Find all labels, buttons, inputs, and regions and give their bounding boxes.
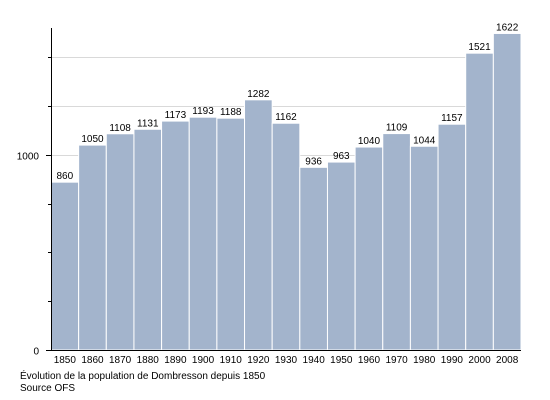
bar-1880 (133, 128, 163, 351)
value-label-1850: 860 (56, 171, 73, 182)
bar-1890 (161, 120, 190, 351)
y-tick-label-1000: 1000 (17, 152, 40, 163)
x-tick-label-1900: 1900 (192, 355, 215, 366)
labels: 860 1850 1050 1860 1108 1870 1131 1880 1173 1890 1… (17, 22, 519, 366)
value-label-1910: 1188 (220, 107, 242, 118)
x-tick-label-1960: 1960 (358, 355, 381, 366)
bar-1950 (326, 161, 356, 351)
bar-1960 (354, 146, 384, 351)
bar-1910 (216, 117, 246, 351)
bar-1920 (244, 99, 273, 351)
value-label-1900: 1193 (192, 106, 214, 117)
bar-2008 (492, 32, 522, 351)
chart-caption: Évolution de la population de Dombresson… (20, 371, 265, 395)
x-tick-label-1880: 1880 (137, 355, 160, 366)
value-label-1970: 1109 (386, 123, 408, 134)
x-tick-label-1910: 1910 (220, 355, 243, 366)
bar-1970 (382, 133, 411, 351)
x-tick-label-2000: 2000 (468, 355, 491, 366)
caption-title: Évolution de la population de Dombresson… (20, 371, 266, 382)
y-tick-label-0: 0 (33, 347, 39, 358)
value-label-1950: 963 (333, 151, 350, 162)
x-tick-label-1970: 1970 (385, 355, 408, 366)
value-label-2008: 1622 (496, 22, 519, 33)
value-label-1940: 936 (305, 156, 322, 167)
x-tick-label-1950: 1950 (330, 355, 353, 366)
value-label-1890: 1173 (165, 110, 187, 121)
x-tick-label-1930: 1930 (275, 355, 298, 366)
bar-2000 (465, 52, 494, 351)
value-label-1880: 1131 (137, 118, 159, 129)
value-label-1980: 1044 (413, 135, 436, 146)
bar-1870 (105, 133, 135, 351)
value-label-1930: 1162 (275, 112, 297, 123)
bar-1900 (188, 116, 218, 351)
bar-1990 (437, 123, 467, 351)
value-label-1990: 1157 (441, 113, 463, 124)
x-tick-label-1940: 1940 (303, 355, 326, 366)
value-label-1920: 1282 (247, 89, 270, 100)
x-tick-label-1990: 1990 (441, 355, 464, 366)
value-label-2000: 1521 (468, 42, 491, 53)
caption-source: Source OFS (20, 383, 76, 394)
value-label-1860: 1050 (81, 134, 104, 145)
bar-1930 (271, 122, 301, 351)
x-tick-label-1870: 1870 (109, 355, 132, 366)
x-tick-label-2008: 2008 (496, 355, 519, 366)
axes (46, 28, 521, 351)
x-tick-label-1860: 1860 (81, 355, 104, 366)
value-label-1960: 1040 (358, 136, 381, 147)
bars (50, 32, 522, 351)
bar-1940 (299, 166, 328, 351)
bar-1850 (50, 181, 80, 351)
bar-1860 (78, 144, 107, 351)
x-tick-label-1850: 1850 (54, 355, 77, 366)
x-tick-label-1920: 1920 (247, 355, 270, 366)
x-tick-label-1890: 1890 (164, 355, 187, 366)
bar-1980 (409, 145, 439, 351)
value-label-1870: 1108 (109, 123, 131, 134)
x-tick-label-1980: 1980 (413, 355, 436, 366)
